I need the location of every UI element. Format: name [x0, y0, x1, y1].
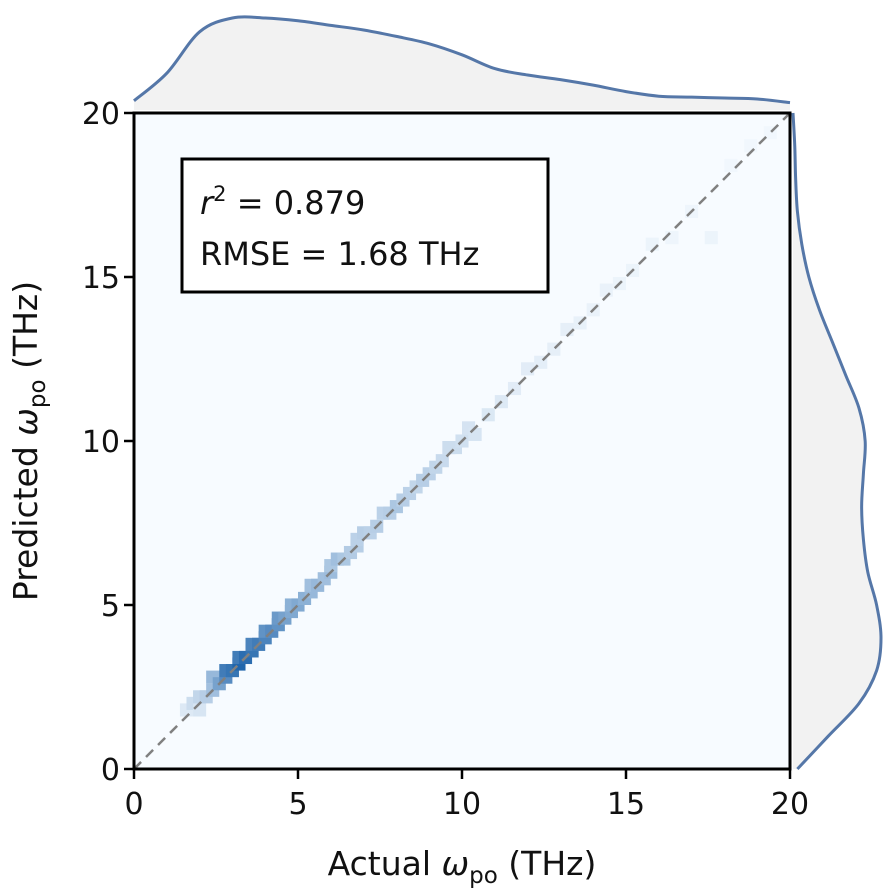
x-axis-title-unit: (THz): [498, 844, 597, 883]
rmse-annotation: RMSE = 1.68 THz: [200, 235, 479, 273]
r2-annotation: r2 = 0.879: [200, 182, 365, 222]
x-tick-label: 0: [124, 787, 143, 822]
heatmap-cell: [193, 703, 207, 717]
x-axis-title: Actual ωpo (THz): [328, 844, 597, 889]
marginal-x-fill: [134, 16, 790, 110]
x-axis-title-main: Actual: [328, 844, 442, 883]
marginal-x-line: [133, 15, 791, 105]
heatmap-cell: [521, 362, 535, 376]
x-axis-title-symbol: ω: [442, 844, 470, 883]
marginal-x-density: [133, 15, 791, 110]
y-tick-label: 10: [82, 425, 120, 460]
x-axis-ticks: 0 5 10 15 20: [124, 769, 809, 822]
x-tick-label: 5: [288, 787, 307, 822]
heatmap-cell: [468, 427, 482, 441]
marginal-y-fill: [793, 113, 881, 769]
r2-value: = 0.879: [227, 184, 366, 222]
identity-reference-line: [133, 112, 791, 770]
heatmap-cell: [704, 231, 718, 245]
y-axis-title-unit: (THz): [6, 281, 45, 380]
x-tick-label: 20: [771, 787, 809, 822]
y-tick-label: 15: [82, 261, 120, 296]
r2-symbol: r: [200, 184, 215, 222]
x-axis-title-subscript: po: [469, 863, 498, 889]
heatmap-cell: [645, 237, 659, 251]
r2-exponent: 2: [213, 182, 226, 206]
heatmap-cell: [724, 158, 738, 173]
stats-box: r2 = 0.879 RMSE = 1.68 THz: [180, 157, 550, 294]
marginal-y-density: [791, 112, 883, 771]
y-axis-title-main: Predicted: [6, 436, 45, 601]
marginal-y-line: [791, 112, 883, 771]
y-tick-label: 20: [82, 97, 120, 132]
x-tick-label: 10: [443, 787, 481, 822]
stats-box-frame: [180, 157, 550, 294]
y-tick-label: 5: [101, 589, 120, 624]
y-axis-ticks: 0 5 10 15 20: [82, 97, 134, 788]
heatmap-cell: [665, 231, 679, 245]
heatmap-cell: [599, 283, 613, 297]
heatmap-cell: [560, 322, 574, 337]
y-tick-label: 0: [101, 753, 120, 788]
y-axis-title-subscript: po: [25, 379, 51, 408]
heatmap-cell: [744, 139, 758, 153]
y-axis-title: Predicted ωpo (THz): [6, 281, 51, 601]
x-tick-label: 15: [607, 787, 645, 822]
y-axis-title-symbol: ω: [6, 408, 45, 436]
